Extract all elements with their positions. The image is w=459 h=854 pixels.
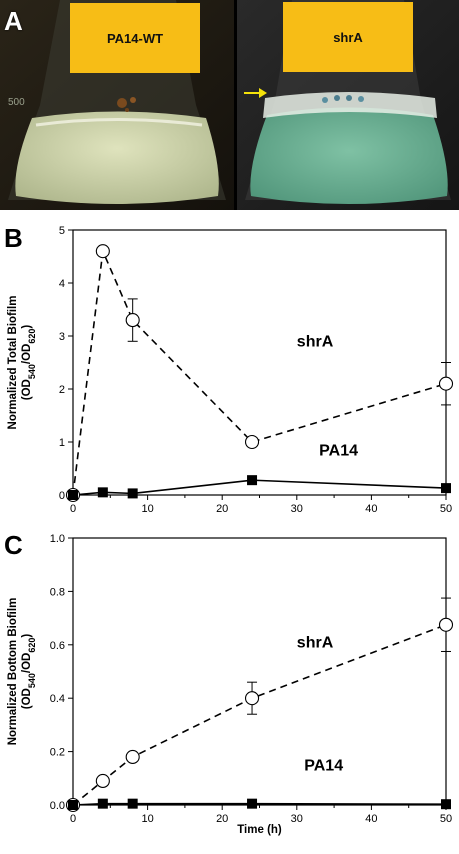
svg-text:500: 500 bbox=[8, 97, 25, 108]
data-point-pa14 bbox=[127, 798, 138, 809]
data-point-shra bbox=[95, 773, 110, 789]
panel-letter-a: A bbox=[4, 6, 23, 36]
series-line-shra bbox=[72, 624, 447, 806]
x-tick-label: 30 bbox=[291, 813, 303, 825]
x-tick-label: 0 bbox=[70, 813, 76, 825]
x-axis-label: Time (h) bbox=[237, 824, 282, 836]
annotation-label: shrA bbox=[297, 634, 334, 651]
y-tick-label: 0.4 bbox=[50, 693, 65, 705]
data-point-pa14 bbox=[97, 487, 108, 498]
data-point-shra bbox=[438, 376, 454, 391]
annotation-label: shrA bbox=[297, 334, 334, 351]
y-tick-label: 1 bbox=[59, 437, 65, 449]
annotation-label: PA14 bbox=[304, 757, 343, 774]
y-tick-label: 2 bbox=[59, 384, 65, 396]
plot-frame bbox=[72, 537, 447, 806]
y-tick-label: 0.8 bbox=[50, 586, 65, 598]
y-tick-label: 0.0 bbox=[50, 800, 65, 812]
x-tick-label: 50 bbox=[440, 813, 452, 825]
data-point-pa14 bbox=[68, 490, 78, 500]
chart-marks bbox=[65, 244, 454, 503]
data-point-shra bbox=[125, 749, 140, 764]
plot-frame bbox=[72, 229, 447, 496]
panel-letter-c: C bbox=[4, 530, 23, 560]
chart-labels: 0 10 20 30 40 50 0 1 2 3 4 5 Normalized Total Biofil… bbox=[7, 225, 452, 512]
bottom-biofilm-chart: 0 10 20 30 40 50 0.0 0.2 0.4 0.6 0.8 1.0 Normalized … bbox=[7, 533, 454, 836]
y-axis-label-units: (OD540/OD620) bbox=[21, 325, 37, 401]
chart-marks bbox=[65, 597, 454, 813]
data-point-pa14 bbox=[97, 798, 108, 809]
x-tick-label: 40 bbox=[365, 813, 377, 825]
label-shra: shrA bbox=[283, 2, 413, 72]
x-tick-label: 20 bbox=[216, 813, 228, 825]
label-pa14-wt: PA14-WT bbox=[70, 3, 200, 73]
y-axis-label: Normalized Bottom Biofilm bbox=[7, 598, 19, 746]
y-tick-label: 0.2 bbox=[50, 747, 65, 759]
chart-axes bbox=[68, 537, 447, 810]
x-tick-label: 0 bbox=[70, 503, 76, 512]
x-tick-label: 40 bbox=[365, 503, 377, 512]
y-tick-label: 4 bbox=[59, 278, 65, 290]
data-point-shra bbox=[244, 691, 260, 706]
data-point-pa14 bbox=[441, 483, 451, 494]
chart-axes bbox=[68, 229, 447, 500]
data-point-shra bbox=[125, 313, 140, 328]
x-tick-label: 30 bbox=[291, 503, 303, 512]
data-point-pa14 bbox=[68, 800, 78, 810]
data-point-pa14 bbox=[127, 488, 138, 499]
chart-labels: 0 10 20 30 40 50 0.0 0.2 0.4 0.6 0.8 1.0 Normalized … bbox=[7, 533, 452, 836]
x-tick-label: 50 bbox=[440, 503, 452, 512]
data-point-shra bbox=[95, 244, 110, 259]
y-tick-label: 1.0 bbox=[50, 533, 65, 545]
data-point-shra bbox=[244, 434, 260, 450]
data-point-pa14 bbox=[441, 799, 451, 810]
y-tick-label: 3 bbox=[59, 331, 65, 343]
x-tick-label: 20 bbox=[216, 503, 228, 512]
data-point-pa14 bbox=[247, 475, 258, 486]
y-axis-label: Normalized Total Biofilm bbox=[7, 296, 19, 430]
arrow-right-icon bbox=[244, 88, 267, 98]
annotation-label: PA14 bbox=[319, 442, 358, 459]
total-biofilm-chart: 0 10 20 30 40 50 0 1 2 3 4 5 Normalized Total Biofil… bbox=[7, 225, 454, 512]
panel-a-photos: 500 PA14-WT shrA bbox=[0, 0, 459, 210]
y-tick-label: 0.6 bbox=[50, 640, 65, 652]
y-axis-label-units: (OD540/OD620) bbox=[21, 634, 37, 710]
data-point-pa14 bbox=[247, 798, 258, 809]
data-point-shra bbox=[438, 617, 454, 632]
y-tick-label: 0 bbox=[59, 490, 65, 502]
y-tick-label: 5 bbox=[59, 225, 65, 237]
x-tick-label: 10 bbox=[141, 813, 153, 825]
series-line-shra bbox=[72, 248, 447, 496]
panel-letter-b: B bbox=[4, 223, 23, 253]
x-tick-label: 10 bbox=[141, 503, 153, 512]
